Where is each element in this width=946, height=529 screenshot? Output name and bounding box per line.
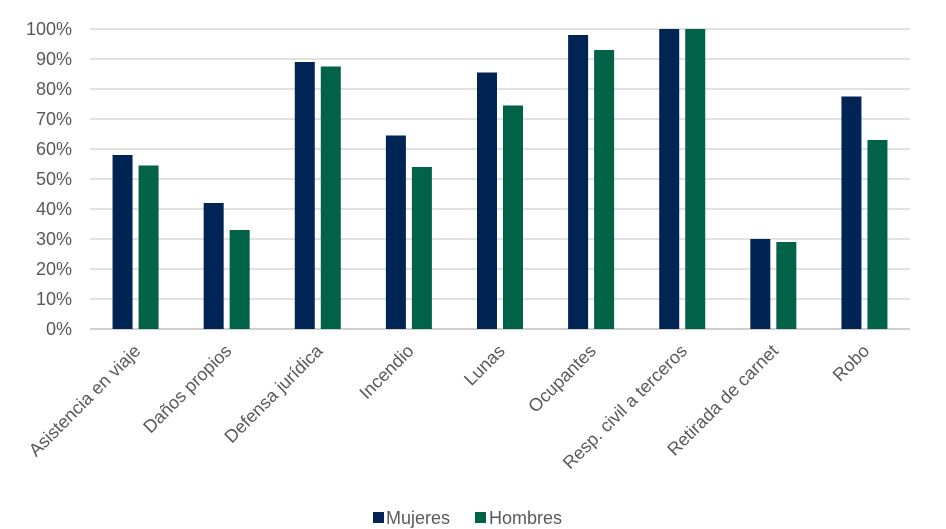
y-tick-label: 70% <box>36 109 72 129</box>
legend: Mujeres Hombres <box>373 508 562 528</box>
bar-hombres-2 <box>320 66 341 329</box>
bar-mujeres-5 <box>568 35 589 329</box>
x-category-label: Asistencia en viaje <box>25 341 145 461</box>
y-tick-label: 30% <box>36 229 72 249</box>
bar-hombres-0 <box>138 165 159 329</box>
bar-hombres-1 <box>229 230 250 329</box>
bar-mujeres-4 <box>477 72 497 329</box>
x-category-label: Ocupantes <box>524 341 600 417</box>
x-category-label: Lunas <box>460 341 509 390</box>
bar-hombres-6 <box>685 29 706 329</box>
legend-swatch-mujeres <box>373 512 384 523</box>
bar-hombres-7 <box>776 242 797 329</box>
bar-hombres-8 <box>867 140 888 329</box>
bar-mujeres-2 <box>294 62 315 329</box>
bar-mujeres-6 <box>659 29 680 329</box>
y-tick-label: 40% <box>36 199 72 219</box>
y-tick-label: 60% <box>36 139 72 159</box>
x-category-label: Robo <box>829 341 874 386</box>
legend-label-mujeres: Mujeres <box>386 508 450 528</box>
x-category-label: Defensa jurídica <box>220 340 327 447</box>
y-tick-label: 80% <box>36 79 72 99</box>
y-tick-label: 10% <box>36 289 72 309</box>
bar-mujeres-3 <box>385 135 406 329</box>
y-tick-label: 90% <box>36 49 72 69</box>
x-category-label: Daños propios <box>139 341 235 437</box>
bars <box>112 29 888 329</box>
legend-swatch-hombres <box>475 512 486 523</box>
y-axis-ticks: 0% 10% 20% 30% 40% 50% 60% 70% 80% 90% 100% <box>26 19 72 339</box>
x-category-label: Incendio <box>355 341 417 403</box>
gridlines <box>90 28 910 330</box>
bar-mujeres-8 <box>841 96 862 329</box>
legend-label-hombres: Hombres <box>489 508 562 528</box>
y-tick-label: 50% <box>36 169 72 189</box>
bar-hombres-5 <box>594 50 615 329</box>
y-tick-label: 100% <box>26 19 72 39</box>
bar-mujeres-7 <box>750 239 771 329</box>
y-tick-label: 0% <box>46 319 72 339</box>
bar-hombres-4 <box>503 105 523 329</box>
y-tick-label: 20% <box>36 259 72 279</box>
bar-hombres-3 <box>411 167 432 329</box>
bar-mujeres-0 <box>112 155 133 329</box>
bar-mujeres-1 <box>203 203 224 329</box>
